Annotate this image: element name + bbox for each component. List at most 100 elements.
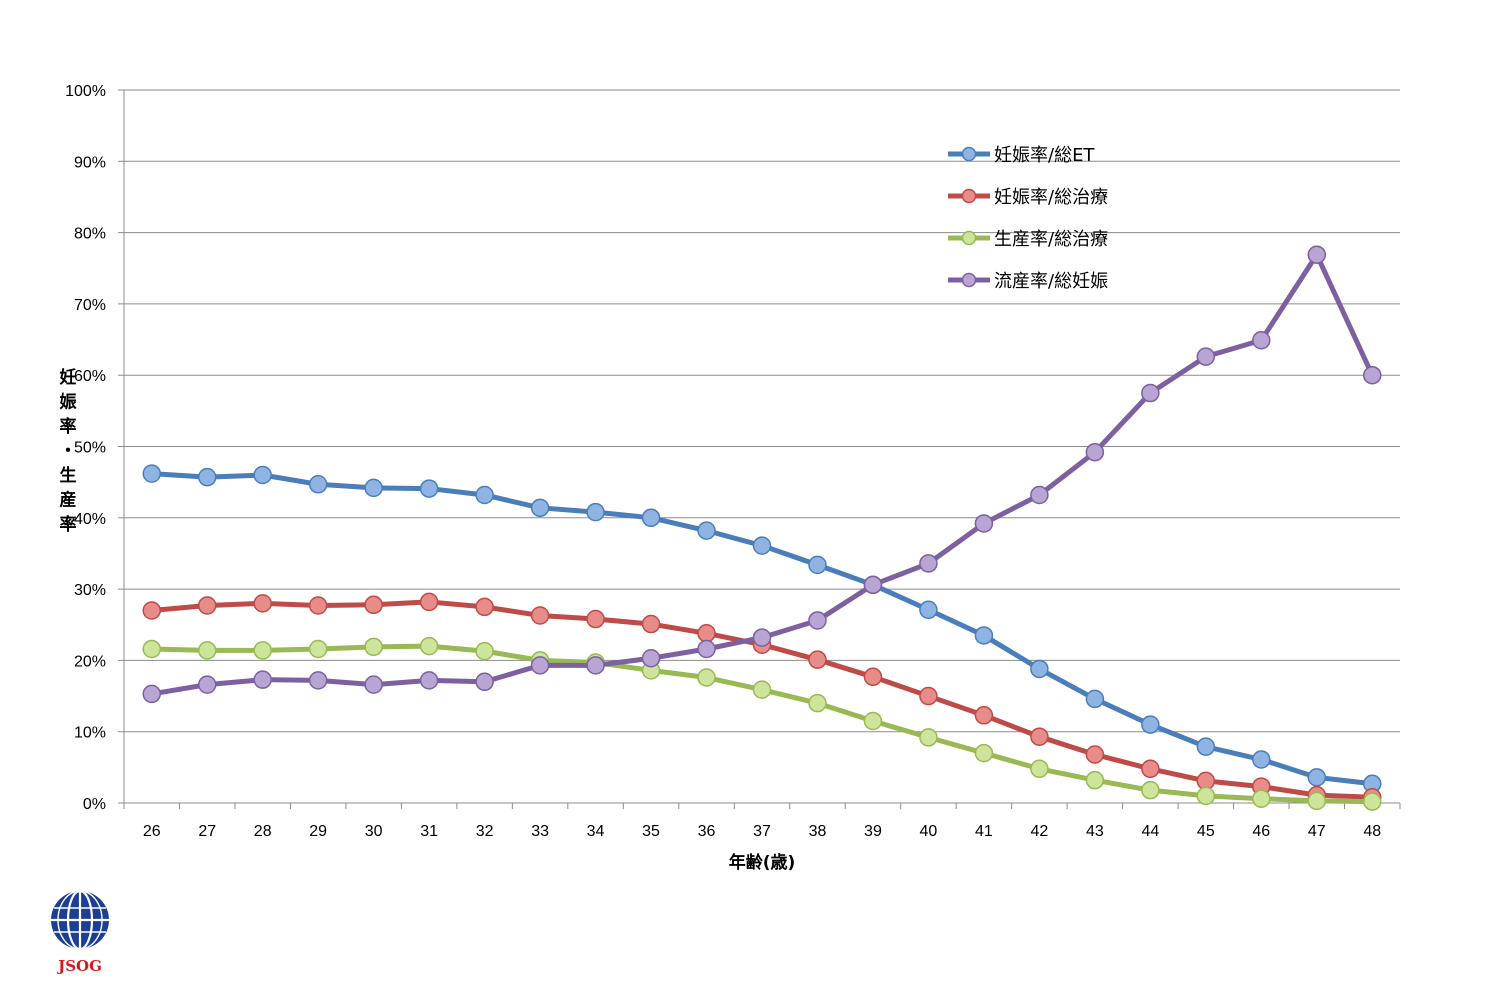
data-point [586,609,605,629]
series-line [149,252,1375,697]
series-2 [142,592,1382,807]
data-point [1307,768,1327,787]
data-point [1030,485,1049,505]
x-tick-label: 48 [1363,823,1381,840]
y-tick-label: 100% [65,83,106,100]
data-point [253,594,272,613]
x-tick-label: 39 [864,823,882,840]
data-point [1252,789,1271,808]
data-point [1030,727,1049,746]
y-tick-label: 30% [74,582,106,599]
data-point [1307,791,1327,811]
data-point [1085,689,1105,709]
data-point [808,555,827,575]
data-point [142,684,161,704]
y-tick-label: 40% [74,511,106,528]
data-point [697,624,716,643]
y-axis-title-char: 率 [60,416,77,437]
x-tick-label: 46 [1252,823,1270,840]
y-axis-title-char: ・ [60,442,77,462]
data-point [586,502,605,522]
data-point [530,656,550,675]
data-point [197,641,217,660]
legend-label: 生産率/総治療 [994,229,1108,250]
series-layer [142,245,1382,811]
data-point [919,686,938,706]
data-point [197,467,217,487]
data-point [697,668,716,687]
y-axis-title-char: 産 [60,490,77,511]
y-tick-label: 20% [74,653,106,670]
data-point [919,728,938,747]
x-tick-label: 47 [1308,823,1326,840]
x-tick-label: 31 [420,823,438,840]
x-tick-label: 43 [1086,823,1104,840]
data-point [197,596,217,615]
x-tick-label: 37 [753,823,771,840]
legend-item: 流産率/総妊娠 [948,271,1108,292]
data-point [697,521,716,540]
x-tick-label: 27 [198,823,216,840]
legend-swatch-marker [961,146,977,162]
axes [123,90,1400,804]
x-tick-label: 33 [531,823,549,840]
data-point [142,639,161,659]
data-point [308,596,328,615]
data-point [1307,245,1327,264]
x-tick-label: 28 [254,823,272,840]
data-point [1085,442,1105,462]
data-point [419,636,439,656]
y-tick-label: 50% [74,440,106,457]
y-tick-label: 80% [74,226,106,243]
data-point [641,649,661,668]
y-axis-title: 妊娠率・生産率 [60,367,78,535]
data-point [1030,759,1049,779]
data-point [808,693,827,713]
data-point [1252,331,1271,350]
y-axis-title-char: 娠 [60,392,78,413]
data-point [752,680,772,699]
legend-label: 妊娠率/総ET [994,145,1095,166]
data-point [530,606,550,625]
data-point [641,614,661,634]
data-point [974,706,994,725]
data-point [197,675,217,694]
y-axis-ticks: 0% 10% 20% 30% 40% 50% 60% 70% 80% 90% 100% [65,83,124,813]
data-point [308,671,328,690]
data-point [475,672,494,692]
x-tick-label: 40 [920,823,938,840]
series-3 [142,636,1382,811]
y-tick-label: 70% [74,297,106,314]
data-point [253,465,272,485]
data-point [1363,365,1382,385]
x-tick-label: 45 [1197,823,1215,840]
data-point [586,656,605,675]
logo-text: JSOG [56,957,102,975]
y-tick-label: 60% [74,368,106,385]
data-point [919,554,938,573]
data-point [419,671,439,690]
data-point [1085,770,1105,790]
x-tick-label: 38 [809,823,827,840]
legend-swatch-marker [961,272,977,288]
data-point [1085,745,1105,764]
legend-swatch-marker [961,188,977,204]
series-4 [142,245,1382,704]
data-point [1196,737,1216,756]
data-point [1196,347,1216,366]
data-point [530,498,550,518]
x-tick-label: 29 [309,823,327,840]
legend-item: 妊娠率/総治療 [948,187,1108,208]
jsog-logo: JSOG [51,889,109,975]
legend-swatch-marker [961,230,977,246]
x-tick-label: 41 [975,823,993,840]
data-point [308,475,328,494]
y-tick-label: 0% [83,796,106,813]
data-point [808,611,827,630]
data-point [1141,780,1160,800]
data-point [808,650,827,669]
legend-label: 妊娠率/総治療 [994,187,1108,208]
data-point [364,478,383,498]
data-point [863,667,883,687]
